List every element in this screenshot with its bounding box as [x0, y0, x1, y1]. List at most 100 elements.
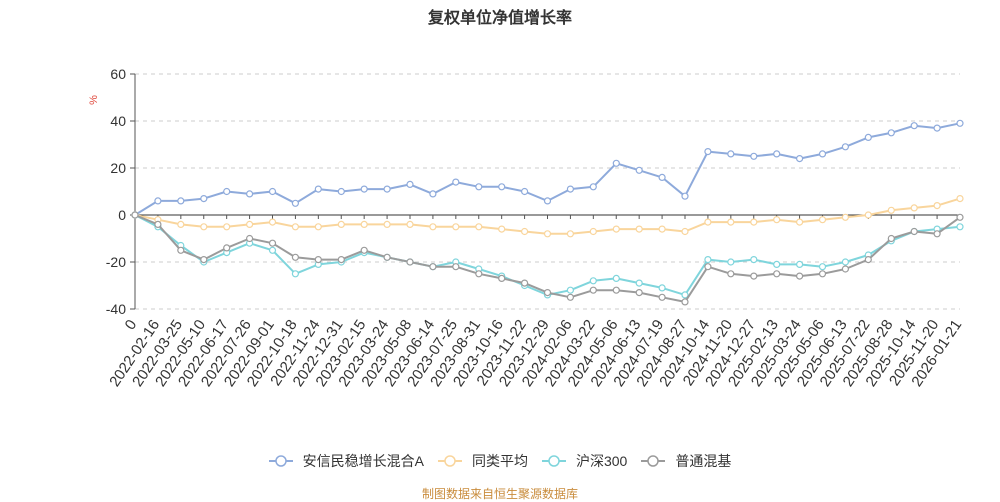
data-point-series-1[interactable] — [360, 185, 368, 193]
data-point-series-3[interactable] — [589, 277, 597, 285]
data-point-series-2[interactable] — [291, 223, 299, 231]
data-point-series-1[interactable] — [612, 159, 620, 167]
data-point-series-2[interactable] — [223, 223, 231, 231]
data-point-series-4[interactable] — [543, 289, 552, 297]
data-point-series-1[interactable] — [314, 185, 322, 193]
data-point-series-2[interactable] — [429, 223, 437, 231]
data-point-series-1[interactable] — [681, 192, 689, 200]
data-point-series-2[interactable] — [910, 204, 918, 212]
data-point-series-1[interactable] — [429, 190, 437, 198]
data-point-series-2[interactable] — [841, 213, 850, 221]
data-point-series-2[interactable] — [406, 220, 414, 228]
data-point-series-4[interactable] — [887, 234, 895, 243]
data-point-series-4[interactable] — [658, 293, 666, 301]
data-point-series-2[interactable] — [383, 220, 391, 228]
data-point-series-1[interactable] — [750, 152, 758, 160]
data-point-series-4[interactable] — [864, 256, 872, 264]
data-point-series-2[interactable] — [681, 227, 689, 236]
data-point-series-1[interactable] — [268, 187, 277, 196]
data-point-series-2[interactable] — [727, 218, 735, 226]
data-point-series-4[interactable] — [681, 298, 689, 306]
data-point-series-1[interactable] — [475, 183, 483, 191]
data-point-series-2[interactable] — [360, 220, 368, 228]
data-point-series-2[interactable] — [704, 218, 712, 226]
data-point-series-4[interactable] — [589, 286, 597, 294]
data-point-series-1[interactable] — [933, 124, 941, 132]
data-point-series-4[interactable] — [566, 293, 575, 301]
data-point-series-1[interactable] — [956, 119, 964, 127]
data-point-series-4[interactable] — [818, 270, 827, 278]
data-point-series-1[interactable] — [337, 187, 345, 196]
data-point-series-3[interactable] — [635, 279, 643, 287]
data-point-series-4[interactable] — [154, 220, 162, 228]
data-point-series-2[interactable] — [314, 223, 322, 231]
data-point-series-2[interactable] — [864, 211, 872, 219]
data-point-series-2[interactable] — [750, 218, 758, 226]
data-point-series-1[interactable] — [589, 183, 597, 191]
data-point-series-2[interactable] — [887, 206, 895, 214]
data-point-series-4[interactable] — [406, 258, 414, 266]
legend-item-category-average[interactable]: 同类平均 — [437, 451, 528, 471]
data-point-series-4[interactable] — [429, 263, 437, 271]
data-point-series-1[interactable] — [773, 150, 781, 158]
data-point-series-4[interactable] — [956, 213, 964, 221]
data-point-series-1[interactable] — [910, 122, 918, 130]
data-point-series-4[interactable] — [383, 253, 391, 261]
data-point-series-4[interactable] — [841, 265, 850, 273]
data-point-series-4[interactable] — [452, 263, 460, 271]
data-point-series-2[interactable] — [933, 202, 941, 210]
data-point-series-4[interactable] — [268, 239, 277, 247]
data-point-series-2[interactable] — [818, 216, 827, 224]
data-point-series-4[interactable] — [635, 289, 643, 297]
data-point-series-3[interactable] — [956, 223, 964, 231]
data-point-series-3[interactable] — [612, 274, 620, 282]
data-point-series-4[interactable] — [933, 230, 941, 238]
data-point-series-3[interactable] — [727, 258, 735, 266]
data-point-series-2[interactable] — [773, 216, 781, 224]
data-point-series-2[interactable] — [543, 230, 552, 238]
data-point-series-4[interactable] — [360, 246, 368, 254]
data-point-series-4[interactable] — [795, 272, 804, 280]
data-point-series-4[interactable] — [773, 270, 781, 278]
data-point-series-1[interactable] — [566, 185, 575, 193]
data-point-series-4[interactable] — [177, 246, 185, 254]
data-point-series-4[interactable] — [291, 253, 299, 261]
data-point-series-2[interactable] — [475, 223, 483, 231]
data-point-series-1[interactable] — [658, 173, 666, 181]
data-point-series-2[interactable] — [612, 225, 620, 233]
data-point-series-2[interactable] — [658, 225, 666, 233]
data-point-series-4[interactable] — [750, 272, 758, 280]
data-point-series-4[interactable] — [223, 244, 231, 252]
data-point-series-1[interactable] — [864, 133, 872, 141]
data-point-series-1[interactable] — [887, 129, 895, 137]
data-point-series-4[interactable] — [727, 270, 735, 278]
data-point-series-4[interactable] — [131, 211, 139, 219]
data-point-series-3[interactable] — [658, 284, 666, 292]
data-point-series-1[interactable] — [727, 150, 735, 158]
data-point-series-3[interactable] — [681, 291, 689, 299]
data-point-series-3[interactable] — [704, 256, 712, 264]
data-point-series-2[interactable] — [635, 225, 643, 233]
data-point-series-1[interactable] — [246, 190, 254, 198]
data-point-series-4[interactable] — [910, 227, 918, 236]
data-point-series-1[interactable] — [154, 197, 162, 205]
data-point-series-1[interactable] — [291, 199, 299, 207]
data-point-series-1[interactable] — [177, 197, 185, 205]
data-point-series-3[interactable] — [795, 260, 804, 268]
series-line-4[interactable] — [134, 214, 961, 303]
data-point-series-4[interactable] — [246, 234, 254, 243]
data-point-series-3[interactable] — [841, 258, 850, 266]
data-point-series-2[interactable] — [337, 220, 345, 228]
data-point-series-1[interactable] — [452, 178, 460, 186]
data-point-series-4[interactable] — [314, 256, 322, 264]
data-point-series-2[interactable] — [268, 218, 277, 226]
data-point-series-1[interactable] — [200, 195, 208, 203]
data-point-series-2[interactable] — [452, 223, 460, 231]
data-point-series-3[interactable] — [291, 270, 299, 278]
data-point-series-2[interactable] — [200, 223, 208, 231]
data-point-series-2[interactable] — [246, 220, 254, 228]
legend-item-csi300[interactable]: 沪深300 — [541, 451, 627, 471]
data-point-series-2[interactable] — [520, 227, 529, 236]
data-point-series-4[interactable] — [200, 256, 208, 264]
data-point-series-1[interactable] — [704, 148, 712, 156]
